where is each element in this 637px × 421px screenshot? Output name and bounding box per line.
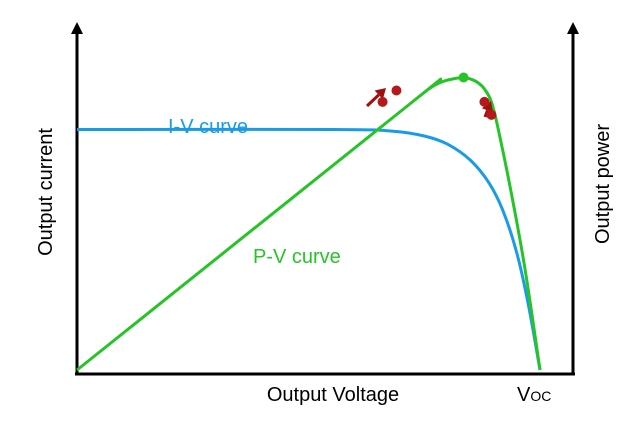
iv-curve-label: I-V curve — [168, 116, 248, 138]
left-y-axis-label: Output current — [35, 128, 57, 256]
right-y-axis-label: Output power — [592, 124, 614, 244]
tracking-arrow-right-shaft — [483, 109, 489, 118]
voc-main: V — [517, 384, 531, 406]
operating-point-4 — [486, 109, 497, 120]
operating-point-2 — [391, 85, 402, 96]
voc-subscript: OC — [530, 388, 551, 404]
operating-point-3 — [479, 96, 490, 107]
pv-curve-label: P-V curve — [253, 246, 341, 268]
tracking-arrow-right-head — [481, 101, 494, 113]
pv-curve-line — [76, 76, 542, 372]
operating-point-1 — [377, 96, 388, 107]
tracking-arrow-left-shaft — [365, 93, 380, 108]
voc-tick-label: VOC — [517, 384, 551, 406]
iv-curve-line — [76, 127, 542, 371]
annotation-marks — [365, 72, 497, 120]
tracking-arrow-left-head — [374, 88, 386, 100]
maximum-power-point — [458, 72, 469, 83]
x-axis-label: Output Voltage — [267, 384, 399, 406]
